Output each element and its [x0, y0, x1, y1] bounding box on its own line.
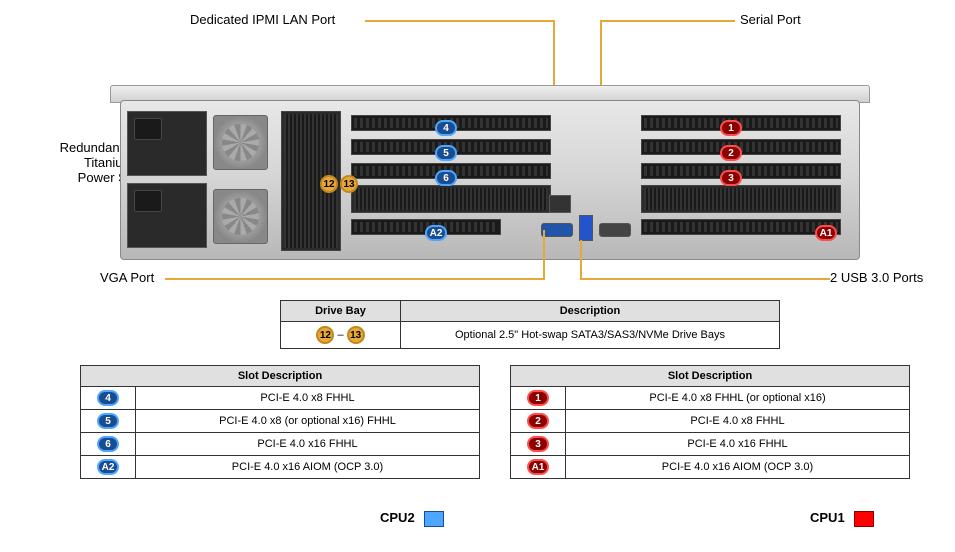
- chassis-badge-13: 13: [340, 175, 358, 193]
- slot-desc-cell: PCI-E 4.0 x8 FHHL: [136, 387, 480, 410]
- slot-badge-cell: A1: [511, 456, 566, 479]
- slot-desc-cell: PCI-E 4.0 x16 FHHL: [136, 433, 480, 456]
- cpu1-swatch: [854, 511, 874, 527]
- vga-port: [541, 223, 573, 237]
- label-usb: 2 USB 3.0 Ports: [830, 270, 923, 285]
- label-vga: VGA Port: [100, 270, 154, 285]
- slot-badge-cell: 3: [511, 433, 566, 456]
- bay-dash: –: [337, 329, 346, 341]
- chassis-badge-2: 2: [720, 145, 742, 161]
- slot-badge-cell: 1: [511, 387, 566, 410]
- psu-top: [127, 111, 207, 176]
- leader-ipmi-h: [365, 20, 555, 22]
- slot-badge-A1: A1: [527, 459, 549, 475]
- badge-bay-13: 13: [347, 326, 365, 344]
- slot-badge-cell: 2: [511, 410, 566, 433]
- slot-badge-2: 2: [527, 413, 549, 429]
- cpu1-slot-table: Slot Description 1 PCI-E 4.0 x8 FHHL (or …: [510, 365, 910, 479]
- chassis-badge-1: 1: [720, 120, 742, 136]
- slot-badge-cell: 5: [81, 410, 136, 433]
- slot-badge-cell: 6: [81, 433, 136, 456]
- slot-badge-6: 6: [97, 436, 119, 452]
- chassis-badge-3: 3: [720, 170, 742, 186]
- cpu2-table-header: Slot Description: [81, 366, 480, 387]
- slot-desc-cell: PCI-E 4.0 x8 (or optional x16) FHHL: [136, 410, 480, 433]
- slot-badge-4: 4: [97, 390, 119, 406]
- label-serial: Serial Port: [740, 12, 801, 27]
- slot-a1: [641, 219, 841, 235]
- serial-port-conn: [599, 223, 631, 237]
- leader-usb-h: [580, 278, 830, 280]
- drive-table-header-desc: Description: [401, 301, 780, 322]
- label-ipmi: Dedicated IPMI LAN Port: [190, 12, 335, 27]
- panel-mid-left: [351, 185, 551, 213]
- cpu2-slot-table: Slot Description 4 PCI-E 4.0 x8 FHHL 5 PCI-…: [80, 365, 480, 479]
- slot-badge-1: 1: [527, 390, 549, 406]
- ipmi-port: [549, 195, 571, 213]
- chassis-badge-A1: A1: [815, 225, 837, 241]
- cpu1-table-header: Slot Description: [511, 366, 910, 387]
- leader-vga-h: [165, 278, 545, 280]
- drive-desc-cell: Optional 2.5" Hot-swap SATA3/SAS3/NVMe D…: [401, 322, 780, 349]
- usb-ports: [579, 215, 593, 241]
- psu-fan-bottom: [213, 189, 268, 244]
- slot-badge-cell: A2: [81, 456, 136, 479]
- slot-desc-cell: PCI-E 4.0 x16 AIOM (OCP 3.0): [136, 456, 480, 479]
- cpu1-label: CPU1: [810, 510, 874, 527]
- server-chassis-rear: [120, 100, 860, 260]
- slot-desc-cell: PCI-E 4.0 x8 FHHL (or optional x16): [566, 387, 910, 410]
- slot-badge-5: 5: [97, 413, 119, 429]
- psu-bottom: [127, 183, 207, 248]
- cpu2-label: CPU2: [380, 510, 444, 527]
- psu-fan-top: [213, 115, 268, 170]
- drive-bay-cell: 12 – 13: [281, 322, 401, 349]
- leader-vga-v: [543, 230, 545, 278]
- chassis-badge-A2: A2: [425, 225, 447, 241]
- chassis-badge-12: 12: [320, 175, 338, 193]
- slot-badge-A2: A2: [97, 459, 119, 475]
- slot-desc-cell: PCI-E 4.0 x16 FHHL: [566, 433, 910, 456]
- cpu2-swatch: [424, 511, 444, 527]
- panel-mid-right: [641, 185, 841, 213]
- leader-serial-h: [600, 20, 735, 22]
- chassis-badge-4: 4: [435, 120, 457, 136]
- slot-desc-cell: PCI-E 4.0 x8 FHHL: [566, 410, 910, 433]
- leader-usb-v: [580, 240, 582, 278]
- slot-badge-3: 3: [527, 436, 549, 452]
- drive-table-header-bay: Drive Bay: [281, 301, 401, 322]
- slot-desc-cell: PCI-E 4.0 x16 AIOM (OCP 3.0): [566, 456, 910, 479]
- chassis-badge-5: 5: [435, 145, 457, 161]
- slot-badge-cell: 4: [81, 387, 136, 410]
- badge-bay-12: 12: [316, 326, 334, 344]
- chassis-badge-6: 6: [435, 170, 457, 186]
- drive-bay-table: Drive Bay Description 12 – 13 Optional 2…: [280, 300, 780, 349]
